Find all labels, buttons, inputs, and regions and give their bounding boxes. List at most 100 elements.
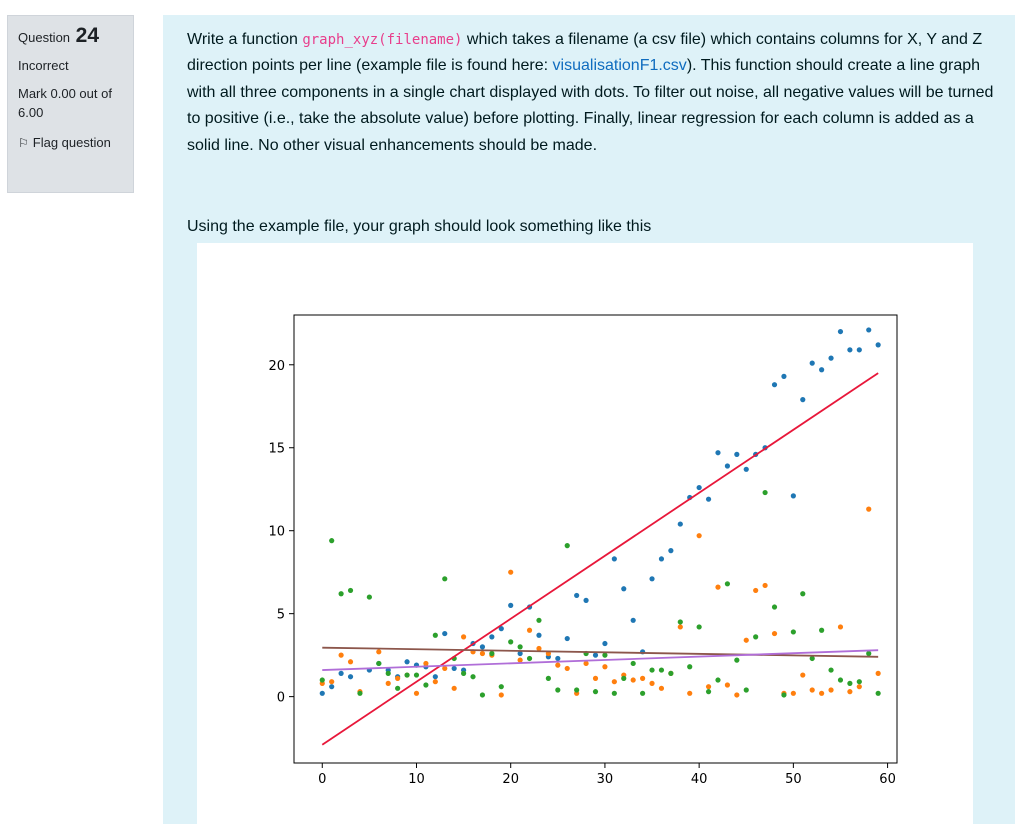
data-point-z: [705, 689, 712, 695]
data-point-y: [460, 634, 467, 640]
data-point-y: [536, 645, 542, 652]
question-text: Write a function graph_xyz(filename) whi…: [187, 31, 994, 154]
regression-line-y: [322, 646, 879, 658]
data-point-y: [734, 692, 740, 698]
data-point-y: [790, 690, 796, 696]
data-point-x: [489, 634, 495, 640]
data-point-x: [611, 556, 617, 562]
data-point-z: [687, 664, 693, 670]
data-point-z: [611, 690, 617, 696]
data-point-z: [442, 576, 448, 582]
data-point-z: [489, 650, 495, 657]
data-point-z: [630, 660, 636, 667]
data-point-x: [743, 466, 749, 472]
plot-area: [293, 314, 898, 764]
data-point-z: [592, 689, 599, 695]
data-point-x: [847, 347, 853, 353]
data-point-y: [800, 672, 806, 678]
data-point-x: [536, 632, 542, 638]
question-state: Incorrect: [18, 58, 69, 73]
data-point-z: [526, 655, 533, 662]
data-point-z: [621, 675, 627, 681]
data-point-z: [677, 619, 683, 625]
data-point-z: [574, 687, 580, 693]
data-point-x: [856, 347, 862, 353]
data-point-x: [630, 617, 636, 623]
data-point-y: [583, 660, 589, 667]
data-point-x: [828, 355, 834, 361]
data-point-x: [668, 548, 674, 554]
data-point-z: [649, 667, 655, 673]
y-tick-label: 15: [268, 442, 285, 457]
data-point-y: [338, 652, 344, 658]
data-point-y: [630, 677, 636, 683]
x-tick-label: 20: [502, 772, 519, 787]
flag-question-label: Flag question: [32, 135, 111, 150]
question-number: Question 24: [18, 24, 100, 47]
data-point-z: [338, 591, 344, 597]
data-point-z: [376, 660, 382, 667]
data-point-z: [347, 587, 354, 594]
data-point-y: [347, 659, 354, 665]
data-point-y: [451, 685, 457, 691]
data-point-x: [564, 635, 570, 642]
data-point-y: [753, 587, 759, 594]
example-intro-text: Using the example file, your graph shoul…: [187, 218, 652, 235]
data-point-z: [837, 677, 844, 683]
data-point-y: [479, 650, 486, 657]
x-tick-label: 10: [408, 772, 425, 787]
data-point-z: [658, 667, 665, 673]
data-point-z: [413, 672, 420, 678]
data-point-y: [640, 675, 646, 681]
example-chart: 0 10 20 30 40 50 60 0 5 10 15 20: [268, 314, 898, 787]
data-point-z: [508, 639, 514, 645]
data-point-y: [376, 649, 382, 655]
data-point-z: [743, 687, 749, 693]
example-file-link[interactable]: visualisationF1.csv: [552, 57, 687, 75]
data-point-x: [347, 674, 354, 680]
y-tick-label: 0: [277, 691, 285, 706]
flag-icon: ⚐: [18, 136, 29, 150]
data-point-y: [602, 664, 608, 670]
data-point-y: [649, 680, 655, 686]
y-tick-label: 20: [268, 359, 285, 374]
data-point-z: [856, 679, 862, 685]
x-tick-label: 30: [597, 772, 614, 787]
data-point-x: [649, 576, 655, 582]
data-point-x: [574, 592, 580, 599]
data-point-x: [696, 484, 702, 491]
data-point-z: [536, 617, 542, 623]
y-tick-label: 10: [268, 525, 285, 540]
data-point-x: [479, 644, 486, 650]
x-tick-label: 50: [785, 772, 802, 787]
data-point-z: [432, 632, 438, 638]
data-point-z: [847, 680, 853, 686]
data-point-y: [413, 690, 420, 696]
data-point-x: [658, 556, 665, 562]
data-point-x: [809, 360, 815, 366]
data-point-y: [809, 687, 815, 693]
data-point-z: [385, 670, 391, 676]
data-point-y: [432, 679, 438, 685]
data-point-z: [564, 543, 570, 549]
data-point-z: [602, 652, 608, 658]
data-point-x: [837, 328, 844, 335]
data-point-x: [781, 373, 787, 379]
data-point-z: [771, 604, 778, 610]
data-point-y: [762, 582, 768, 589]
data-point-z: [423, 682, 429, 688]
data-point-x: [592, 652, 599, 658]
data-point-y: [828, 687, 834, 693]
flag-question-button[interactable]: ⚐ Flag question: [18, 133, 123, 153]
data-point-y: [771, 630, 778, 637]
data-point-z: [800, 591, 806, 597]
data-point-z: [819, 627, 825, 633]
data-point-z: [696, 624, 702, 630]
data-point-y: [715, 584, 721, 590]
data-point-z: [555, 687, 561, 693]
data-point-z: [319, 677, 325, 683]
data-point-x: [875, 342, 881, 348]
example-graph-figure: 0 10 20 30 40 50 60 0 5 10 15 20: [197, 243, 973, 824]
data-point-z: [724, 581, 731, 587]
data-point-y: [724, 682, 731, 688]
